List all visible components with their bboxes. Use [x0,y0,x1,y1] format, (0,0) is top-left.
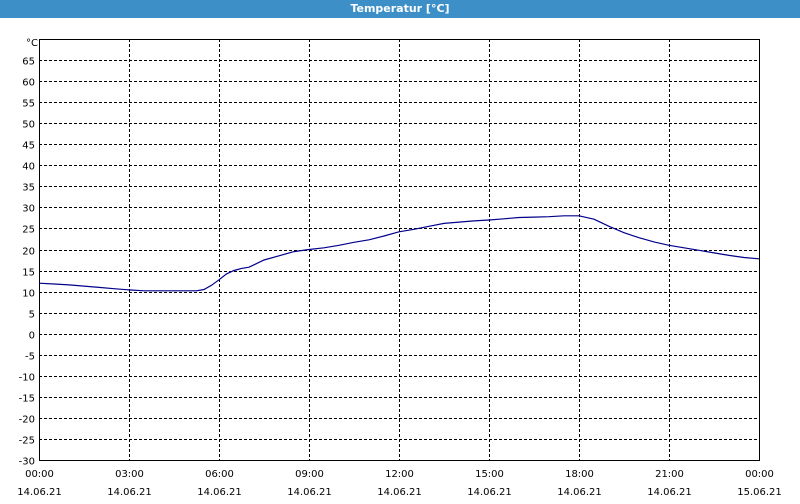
y-tick-label: 25 [22,225,35,236]
y-tick-label: -5 [25,352,35,363]
y-tick-label: 15 [22,268,35,279]
series [38,215,760,292]
x-tick-time-label: 21:00 [655,469,684,480]
x-tick-time-label: 09:00 [295,469,324,480]
x-tick-time-label: 06:00 [205,469,234,480]
y-tick-label: -25 [19,436,35,447]
x-tick-date-label: 14.06.21 [467,487,512,498]
plot-border [39,39,760,461]
x-tick-date-label: 14.06.21 [647,487,692,498]
x-tick-date-label: 14.06.21 [17,487,62,498]
x-tick-date-label: 14.06.21 [377,487,422,498]
y-tick-label: 60 [22,78,35,89]
x-tick-date-label: 14.06.21 [197,487,242,498]
y-tick-label: -30 [19,457,35,468]
y-tick-label: 20 [22,247,35,258]
y-axis-unit-label: °C [26,38,38,49]
x-tick-date-label: 14.06.21 [107,487,152,498]
x-tick-time-label: 15:00 [475,469,504,480]
x-tick-time-label: 18:00 [565,469,594,480]
y-tick-label: 35 [22,183,35,194]
grid [39,39,759,460]
temperature-chart: 65605550454035302520151050-5-10-15-20-25… [17,38,782,498]
chart-title-bar: Temperatur [°C] [0,0,800,18]
x-tick-date-label: 14.06.21 [287,487,332,498]
y-tick-label: 45 [22,141,35,152]
y-tick-label: -20 [19,415,35,426]
y-tick-label: 10 [22,289,35,300]
y-tick-label: 30 [22,204,35,215]
chart-title: Temperatur [°C] [350,2,450,15]
chart-area: 65 60 55 50 45 40 35 30 25 20 15 10 5 0 -5 -10 -15 -20 -25… [0,18,800,500]
y-tick-label: 50 [22,120,35,131]
x-tick-date-label: 15.06.21 [737,487,782,498]
y-tick-label: 55 [22,99,35,110]
y-tick-label: 65 [22,57,35,68]
axes: 65605550454035302520151050-5-10-15-20-25… [17,38,782,498]
y-tick-label: -10 [19,373,35,384]
y-tick-label: 5 [29,310,35,321]
x-tick-time-label: 12:00 [385,469,414,480]
temperature-series-line [38,215,760,292]
x-tick-time-label: 00:00 [745,469,774,480]
y-tick-label: 0 [29,331,35,342]
y-tick-label: -15 [19,394,35,405]
x-tick-time-label: 00:00 [25,469,54,480]
x-tick-date-label: 14.06.21 [557,487,602,498]
y-tick-label: 40 [22,162,35,173]
x-tick-time-label: 03:00 [115,469,144,480]
